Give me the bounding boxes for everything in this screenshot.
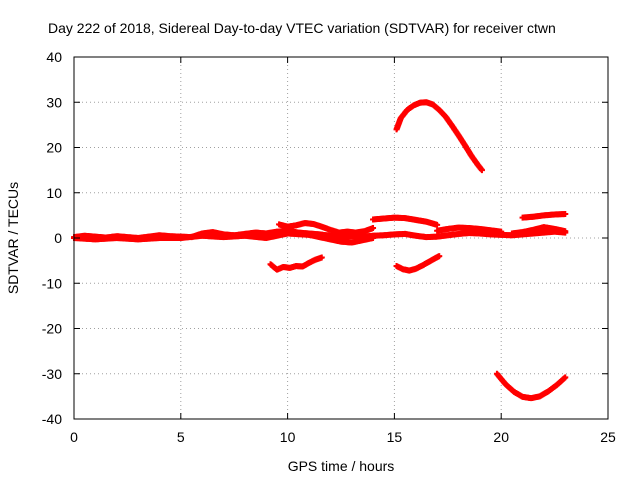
y-axis-label: SDTVAR / TECUs [5, 182, 21, 294]
series-trough-20-23 [493, 370, 569, 402]
axis-ticks: 0 5 10 15 20 25 -40 -30 -20 -10 0 10 20 30 40 [42, 49, 616, 445]
y-tick-label: 30 [46, 94, 62, 110]
y-tick-label: -30 [42, 366, 62, 382]
data-point [434, 221, 441, 228]
x-tick-label: 10 [280, 429, 296, 445]
data-point [318, 254, 325, 261]
grid-lines [74, 57, 608, 419]
data-point [562, 211, 569, 218]
data-point [498, 228, 505, 235]
y-tick-label: 40 [46, 49, 62, 65]
data-point [562, 374, 569, 381]
x-tick-label: 20 [493, 429, 509, 445]
x-tick-label: 5 [177, 429, 185, 445]
series-arc-17-20 [434, 224, 505, 235]
data-point [370, 225, 377, 232]
series-neg-09-12 [267, 254, 325, 273]
y-tick-label: -40 [42, 411, 62, 427]
y-tick-label: 10 [46, 185, 62, 201]
series-arc-21-23 [519, 211, 569, 221]
y-tick-label: 20 [46, 140, 62, 156]
series-arc-14-17 [370, 214, 441, 228]
data-point [370, 235, 377, 241]
x-axis-label: GPS time / hours [288, 458, 395, 474]
series-peak-15-19 [393, 99, 485, 174]
y-tick-label: 0 [54, 230, 62, 246]
y-tick-label: -20 [42, 321, 62, 337]
x-tick-label: 0 [70, 429, 78, 445]
data-point [436, 253, 443, 260]
data-point [562, 228, 569, 235]
data-points [71, 99, 569, 402]
series-baseline-b [71, 230, 377, 246]
series-arc-09-12 [276, 220, 377, 236]
y-tick-label: -10 [42, 275, 62, 291]
x-tick-label: 25 [600, 429, 616, 445]
series-neg-15-17 [393, 253, 443, 274]
series-arc-21-23-b [508, 224, 569, 237]
x-tick-label: 15 [387, 429, 403, 445]
chart-title: Day 222 of 2018, Sidereal Day-to-day VTE… [48, 20, 556, 36]
data-point [478, 167, 485, 174]
